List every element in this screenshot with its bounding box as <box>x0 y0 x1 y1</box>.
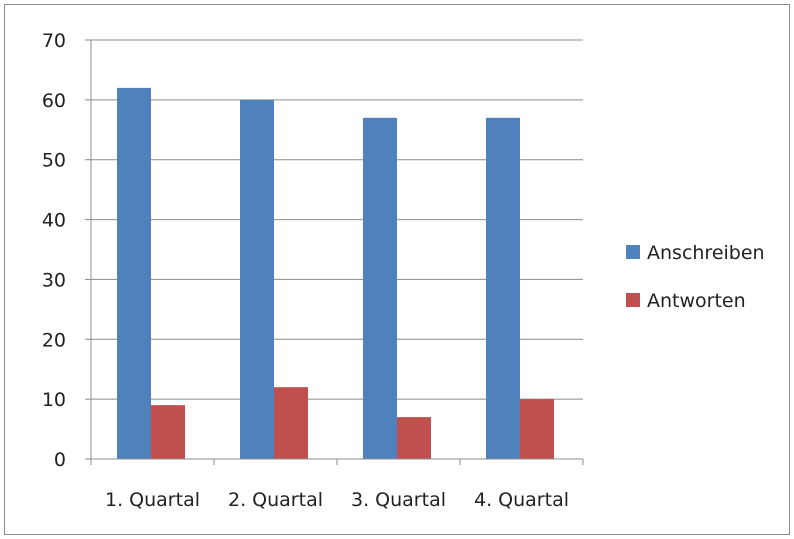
y-tick-label: 30 <box>42 269 66 291</box>
x-tick-label: 3. Quartal <box>351 489 446 511</box>
bar-anschreiben <box>240 99 274 459</box>
axes <box>85 39 584 465</box>
legend-swatch-anschreiben <box>626 245 640 259</box>
y-tick-label: 40 <box>42 210 66 232</box>
bar-antworten <box>520 399 554 459</box>
x-tick-label: 2. Quartal <box>228 489 323 511</box>
bar-antworten <box>151 405 185 459</box>
bar-anschreiben <box>117 87 151 459</box>
y-tick-label: 20 <box>42 329 66 351</box>
x-tick-labels: 1. Quartal 2. Quartal 3. Quartal 4. Quartal <box>105 489 569 511</box>
x-tick-label: 4. Quartal <box>474 489 569 511</box>
bar-anschreiben <box>363 117 397 460</box>
x-tick-label: 1. Quartal <box>105 489 200 511</box>
bar-antworten <box>274 387 308 459</box>
y-tick-label: 0 <box>54 449 66 471</box>
bar-antworten <box>397 417 431 459</box>
bars <box>117 87 554 460</box>
y-tick-label: 50 <box>42 150 66 172</box>
y-tick-label: 70 <box>42 30 66 52</box>
y-tick-label: 10 <box>42 389 66 411</box>
bar-anschreiben <box>486 117 520 460</box>
y-tick-labels: 0 10 20 30 40 50 60 70 <box>42 30 66 471</box>
legend-swatch-antworten <box>626 293 640 307</box>
legend-label-anschreiben: Anschreiben <box>647 242 765 264</box>
y-tick-label: 60 <box>42 90 66 112</box>
legend-label-antworten: Antworten <box>647 290 746 312</box>
legend: Anschreiben Antworten <box>626 242 765 312</box>
